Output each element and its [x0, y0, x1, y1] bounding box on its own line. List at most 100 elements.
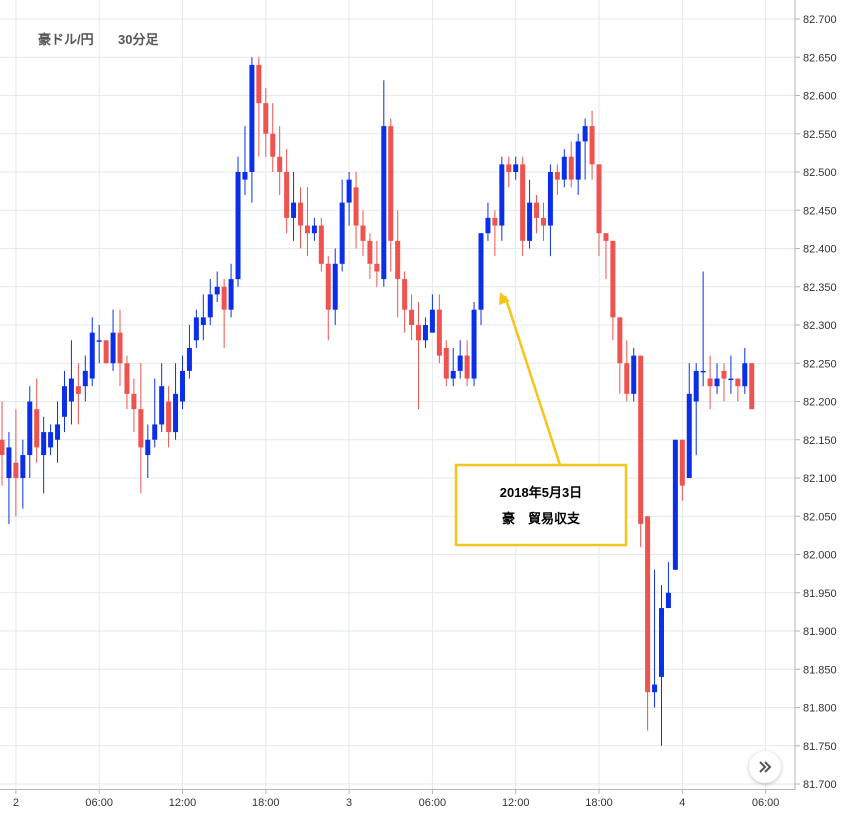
- candle-down: [520, 156, 526, 257]
- candle-up: [547, 164, 553, 257]
- x-tick-label: 06:00: [85, 797, 113, 809]
- candle-body: [256, 64, 262, 104]
- candle-up: [332, 248, 338, 325]
- x-tick-label: 06:00: [419, 797, 447, 809]
- y-tick-label: 82.300: [803, 320, 837, 332]
- candle-up: [561, 149, 567, 188]
- candle-up: [235, 156, 241, 287]
- y-tick-label: 82.000: [803, 550, 837, 562]
- candle-body: [631, 355, 637, 394]
- candle-up: [291, 172, 297, 241]
- candle-up: [450, 347, 456, 387]
- candle-body: [624, 363, 630, 394]
- candle-up: [193, 309, 199, 348]
- candle-body: [186, 347, 192, 371]
- candle-up: [61, 370, 67, 433]
- candle-up: [110, 309, 116, 371]
- candle-body: [679, 439, 685, 486]
- candle-body: [561, 156, 567, 180]
- candle-up: [478, 233, 484, 325]
- candle-up: [339, 179, 345, 272]
- candle-body: [665, 592, 671, 609]
- y-tick-label: 82.600: [803, 91, 837, 103]
- candle-body: [235, 172, 241, 280]
- candle-up: [242, 126, 248, 195]
- candle-down: [402, 271, 408, 333]
- candle-up: [513, 156, 519, 180]
- candle-body: [124, 363, 130, 394]
- y-tick-label: 82.650: [803, 52, 837, 64]
- price-axis[interactable]: 82.700 82.650 82.600 82.550 82.500 82.450 82.4…: [795, 14, 837, 791]
- candle-body: [534, 202, 540, 218]
- candle-down: [304, 187, 310, 257]
- candle-up: [89, 317, 95, 387]
- candle-body: [589, 126, 595, 165]
- candle-body: [527, 202, 533, 241]
- candle-body: [464, 355, 470, 379]
- candle-body: [138, 409, 144, 448]
- candle-up: [48, 424, 54, 456]
- candle-body: [499, 164, 505, 226]
- candle-body: [311, 225, 317, 234]
- candles: [0, 57, 755, 746]
- candle-up: [145, 424, 151, 478]
- candle-body: [429, 309, 435, 333]
- candle-body: [638, 355, 644, 524]
- scroll-to-latest-button[interactable]: [749, 751, 781, 783]
- candle-body: [416, 325, 422, 341]
- candle-down: [353, 172, 359, 249]
- candle-down: [554, 164, 560, 195]
- candle-body: [603, 233, 609, 241]
- candle-down: [506, 156, 512, 188]
- candle-up: [672, 439, 678, 570]
- candle-up: [214, 271, 220, 303]
- candle-up: [27, 386, 33, 478]
- candle-up: [693, 363, 699, 456]
- candle-down: [707, 355, 713, 410]
- candle-body: [270, 133, 276, 157]
- candle-body: [20, 455, 26, 478]
- candle-body: [728, 378, 734, 381]
- candle-up: [311, 217, 317, 241]
- candle-down: [263, 87, 269, 157]
- candle-body: [409, 309, 415, 325]
- candle-body: [582, 126, 588, 142]
- candle-down: [131, 378, 137, 433]
- y-tick-label: 82.250: [803, 358, 837, 370]
- candle-up: [200, 294, 206, 341]
- candle-body: [61, 386, 67, 417]
- candle-up: [381, 80, 387, 287]
- candle-body: [145, 439, 151, 456]
- candle-body: [75, 386, 81, 394]
- candle-up: [96, 325, 102, 364]
- candle-body: [117, 332, 123, 364]
- candle-up: [652, 569, 658, 708]
- candle-down: [395, 210, 401, 318]
- y-tick-label: 82.350: [803, 282, 837, 294]
- double-chevron-right-icon: [759, 761, 772, 773]
- candle-down: [124, 355, 130, 410]
- candle-down: [589, 110, 595, 180]
- candle-body: [131, 393, 137, 410]
- x-tick-label: 12:00: [502, 797, 530, 809]
- candle-up: [422, 317, 428, 348]
- candle-down: [492, 210, 498, 257]
- candle-body: [159, 386, 165, 425]
- time-axis[interactable]: 2 06:00 12:00 18:00 3 06:00 12:00 18:00 4 06:00: [13, 789, 780, 809]
- candle-up: [346, 172, 352, 226]
- candle-body: [457, 355, 463, 371]
- candle-body: [540, 217, 546, 226]
- candle-down: [617, 317, 623, 394]
- candle-body: [568, 156, 574, 180]
- candle-body: [34, 409, 40, 448]
- candle-up: [173, 363, 179, 440]
- candle-up: [742, 347, 748, 394]
- candle-body: [110, 332, 116, 364]
- candle-up: [582, 118, 588, 180]
- candle-up: [457, 340, 463, 379]
- y-tick-label: 81.700: [803, 779, 837, 791]
- candle-body: [596, 164, 602, 234]
- candle-down: [270, 103, 276, 172]
- chart-title: 豪ドル/円: [38, 32, 94, 47]
- candle-body: [166, 401, 172, 433]
